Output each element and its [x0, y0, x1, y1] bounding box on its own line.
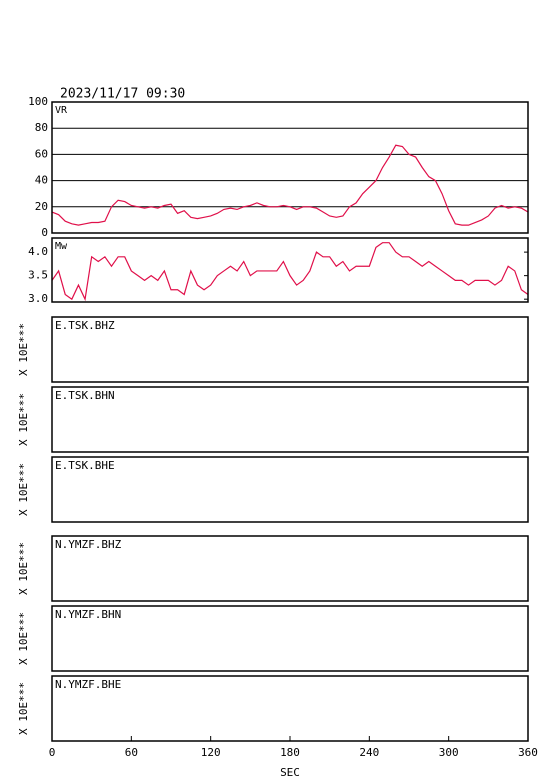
- x-tick-label: 240: [359, 746, 379, 759]
- date-title: 2023/11/17 09:30: [60, 87, 185, 102]
- station-label: E.TSK.BHE: [55, 459, 115, 472]
- waveform-panel: [51, 386, 529, 453]
- data-line: [51, 144, 529, 226]
- x-tick-label: 0: [49, 746, 56, 759]
- x-tick-label: 360: [518, 746, 538, 759]
- y-tick-label: 80: [35, 121, 48, 134]
- station-label: E.TSK.BHN: [55, 389, 115, 402]
- panel-frame: [51, 237, 529, 303]
- panel-label: VR: [55, 105, 68, 116]
- y-tick-label: 3.0: [28, 292, 48, 305]
- x-tick-label: 120: [201, 746, 221, 759]
- waveform-panel: [51, 535, 529, 602]
- y-tick-label: 0: [41, 226, 48, 239]
- scale-label: X 10E***: [17, 542, 30, 595]
- y-tick-label: 60: [35, 147, 48, 160]
- scale-label: X 10E***: [17, 463, 30, 516]
- scale-label: X 10E***: [17, 682, 30, 735]
- scale-label: X 10E***: [17, 393, 30, 446]
- station-label: N.YMZF.BHZ: [55, 538, 122, 551]
- station-label: N.YMZF.BHN: [55, 608, 121, 621]
- waveform-panel: [51, 456, 529, 523]
- data-line: [51, 242, 529, 302]
- scale-label: X 10E***: [17, 612, 30, 665]
- x-tick-label: 300: [439, 746, 459, 759]
- y-tick-label: 3.5: [28, 269, 48, 282]
- x-tick-label: 180: [280, 746, 300, 759]
- panel-label: Mw: [55, 241, 68, 252]
- y-tick-label: 20: [35, 200, 48, 213]
- y-tick-label: 40: [35, 174, 48, 187]
- waveform-panel: [51, 675, 529, 742]
- x-tick-label: 60: [125, 746, 138, 759]
- panel-frame: [51, 101, 529, 234]
- waveform-panel: [51, 316, 529, 383]
- y-tick-label: 100: [28, 95, 48, 108]
- waveform-panel: [51, 605, 529, 672]
- y-tick-label: 4.0: [28, 245, 48, 258]
- x-axis-label: SEC: [280, 766, 300, 779]
- scale-label: X 10E***: [17, 323, 30, 376]
- station-label: E.TSK.BHZ: [55, 319, 115, 332]
- station-label: N.YMZF.BHE: [55, 678, 121, 691]
